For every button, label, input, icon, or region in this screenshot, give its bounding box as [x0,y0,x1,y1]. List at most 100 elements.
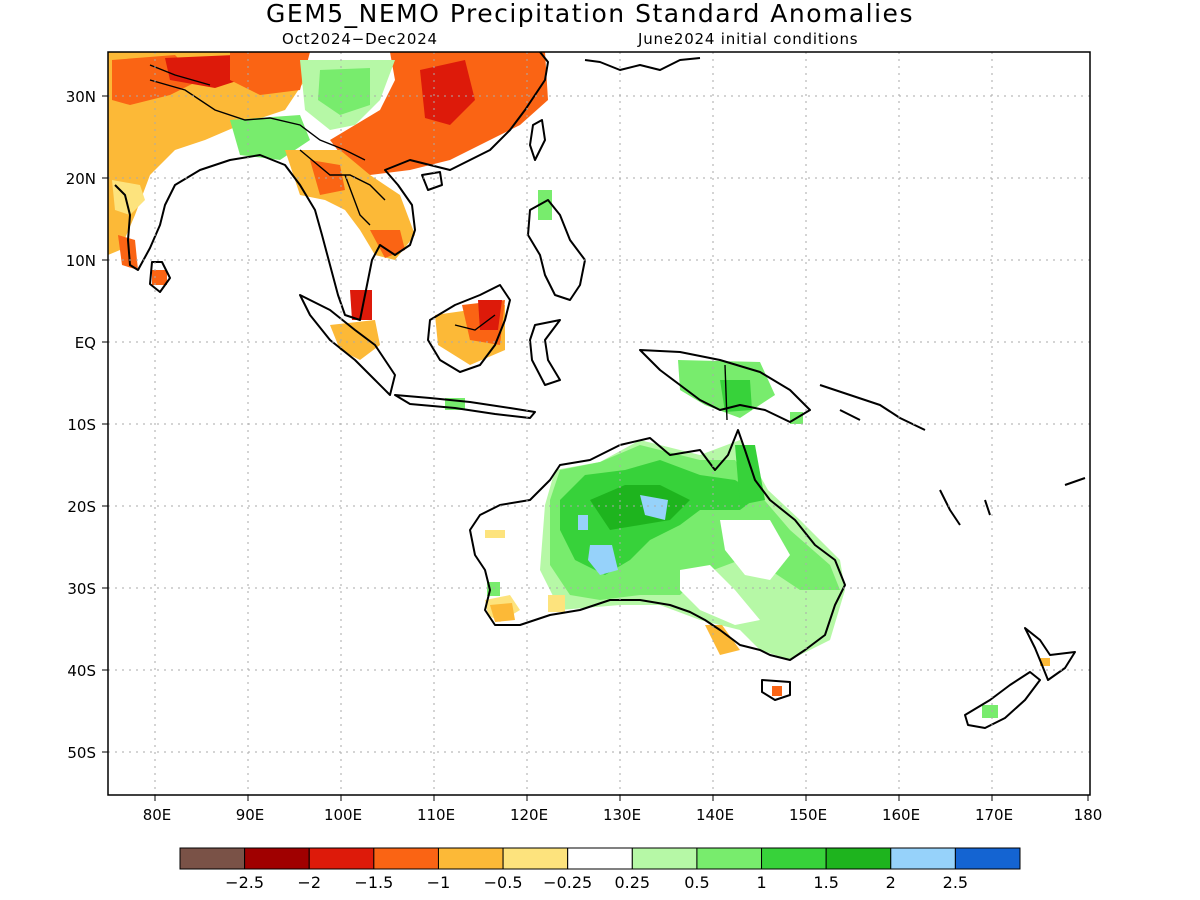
shade-australia-white-south [680,565,760,625]
shade-qld-mid-green [735,445,765,505]
lat-labels: 30N 20N 10N EQ 10S 20S 30S 40S 50S [66,88,96,762]
colorbar-label: −1 [427,873,451,892]
map-title: GEM5_NEMO Precipitation Standard Anomali… [266,0,914,28]
colorbar-label: −1.5 [354,873,393,892]
shade-australia-white-east [720,520,790,580]
shade-philippines-green [538,190,552,220]
shade-wa-yellow-2 [548,595,565,612]
colorbar-swatch [437,847,504,870]
coast-sulawesi [529,319,561,386]
border-newguinea [724,364,728,421]
coast-newguinea [639,349,811,423]
shade-vic-light-orange [705,625,740,655]
coastlines [114,52,1086,729]
shade-indochina-orange [310,160,345,195]
coast-solomons [819,384,926,431]
lon-label: 180 [1074,806,1103,824]
lon-label: 150E [789,806,827,824]
colorbar: −2.5 −2 −1.5 −1 −0.5 −0.25 0.25 0.5 1 1.5 2 2.5 [179,847,1021,892]
coast-srilanka [149,261,171,293]
shade-australia-blue-north [640,495,668,520]
lat-label: 30S [67,580,96,598]
border-borneo [454,314,496,331]
shade-tasmania-orange [772,686,782,696]
coast-tasmania [761,679,791,701]
lon-label: 160E [882,806,920,824]
colorbar-swatch [696,847,763,870]
lon-labels: 80E 90E 100E 110E 120E 130E 140E 150E 16… [143,806,1103,824]
lon-label: 80E [143,806,172,824]
colorbar-swatch [761,847,827,870]
lon-label: 120E [510,806,548,824]
shade-burma-green [230,115,310,160]
lon-label: 170E [975,806,1013,824]
colorbar-label: 0.25 [614,873,650,892]
colorbar-swatch [179,847,246,870]
shade-newguinea-dark-green [720,380,752,412]
coast-philippines [527,199,586,301]
border-indochina [299,149,386,226]
lat-label: 30N [66,88,96,106]
shade-australia-blue-central [588,545,618,575]
coast-vanuatu-fiji [939,477,1086,526]
colorbar-label: 1.5 [813,873,838,892]
graticule [108,52,1090,795]
colorbar-label: −0.25 [543,873,592,892]
shade-srilanka-orange [152,270,167,285]
colorbar-swatch [890,847,956,870]
coast-sumatra [299,294,396,396]
shade-cambodia-orange [370,230,405,258]
lon-label: 100E [324,806,362,824]
colorbar-label: −2 [297,873,321,892]
border-tibet [149,79,366,161]
coast-nz-south [964,671,1041,729]
colorbar-swatch [954,847,1021,870]
lat-label: 10N [66,252,96,270]
country-borders [149,64,728,421]
coast-taiwan [529,119,546,161]
shade-australia-blue-small [578,515,588,530]
initial-conditions: June2024 initial conditions [638,30,859,48]
colorbar-swatch [308,847,375,870]
coast-asia-mainland [114,52,549,321]
lat-label: 20S [67,498,96,516]
anomaly-shading [108,52,1050,718]
shade-india-yellow [112,180,145,215]
coast-japan [584,57,701,71]
shade-china-green [318,68,370,115]
lat-label: 20N [66,170,96,188]
lon-label: 130E [603,806,641,824]
colorbar-label: −0.5 [484,873,523,892]
forecast-period: Oct2024−Dec2024 [282,30,438,48]
colorbar-label: 2.5 [943,873,968,892]
axis-ticks [102,95,1089,801]
colorbar-swatch [244,847,310,870]
coast-java [394,394,536,419]
lat-label: 40S [67,662,96,680]
lon-label: 90E [236,806,265,824]
colorbar-label: 2 [886,873,896,892]
shade-wa-light-orange [490,603,515,622]
colorbar-label: 0.5 [684,873,709,892]
lat-label: 10S [67,416,96,434]
border-nepal [149,64,211,86]
shade-tibet-orange [230,52,310,95]
colorbar-swatch [825,847,892,870]
lat-label: EQ [75,334,96,352]
lon-label: 110E [417,806,455,824]
colorbar-label: −2.5 [225,873,264,892]
shade-wa-yellow-3 [485,530,505,538]
colorbar-swatch [567,847,633,870]
lon-label: 140E [696,806,734,824]
shade-south-asia-light-orange [108,52,305,255]
shade-nz-green [982,705,998,718]
shade-sumatra-light-orange [330,320,380,360]
coast-nz-north [1024,627,1076,681]
coast-hainan [421,171,443,191]
colorbar-swatch [373,847,439,870]
lat-label: 50S [67,744,96,762]
colorbar-swatch [502,847,569,870]
shade-malaya-red [350,290,372,320]
colorbar-swatch [631,847,698,870]
